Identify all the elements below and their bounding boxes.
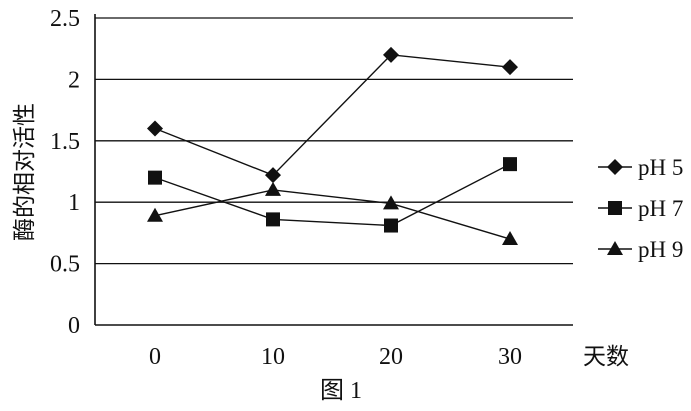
series-ph-7 (148, 157, 517, 233)
y-tick-label: 1.5 (50, 129, 80, 155)
y-tick-label: 0.5 (50, 252, 80, 278)
data-point-diamond (265, 167, 281, 184)
x-axis-label: 天数 (583, 344, 629, 370)
data-point-triangle (502, 231, 518, 246)
series-line (154, 54, 511, 177)
data-point-diamond (502, 59, 518, 76)
series (147, 46, 518, 246)
x-tick-label: 30 (498, 344, 522, 370)
legend-marker-triangle (607, 241, 623, 255)
legend-marker-square (608, 201, 622, 215)
y-tick-label: 2.5 (50, 6, 80, 32)
legend-entry: pH 5 (598, 155, 683, 180)
y-tick-label: 1 (68, 190, 80, 216)
axes (94, 14, 573, 326)
gridlines (95, 17, 573, 265)
tick-labels: 0 0.5 1 1.5 2 2.5 0 10 20 30 (50, 6, 522, 370)
legend-entry: pH 9 (598, 237, 683, 262)
y-tick-label: 2 (68, 67, 80, 93)
figure-caption: 图 1 (320, 378, 362, 404)
data-point-square (503, 157, 517, 172)
data-point-triangle (265, 181, 281, 196)
legend: pH 5 pH 7 pH 9 (598, 155, 683, 262)
data-point-triangle (383, 195, 399, 210)
x-tick-label: 20 (379, 344, 403, 370)
data-point-diamond (383, 46, 399, 63)
series-ph-5 (147, 46, 518, 184)
legend-label: pH 5 (638, 155, 683, 180)
x-tick-label: 0 (149, 344, 161, 370)
legend-label: pH 9 (638, 237, 683, 262)
data-point-triangle (147, 207, 163, 222)
data-point-square (266, 212, 280, 227)
x-tick-label: 10 (261, 344, 285, 370)
legend-label: pH 7 (638, 196, 683, 221)
y-tick-label: 0 (68, 313, 80, 339)
series-ph-9 (147, 181, 518, 246)
series-line (154, 189, 511, 240)
legend-entry: pH 7 (598, 196, 683, 221)
data-point-diamond (147, 120, 163, 137)
legend-marker-diamond (607, 159, 623, 175)
series-line (154, 163, 511, 227)
y-axis-label: 酶的相对活性 (12, 103, 38, 241)
data-point-square (384, 218, 398, 233)
data-point-square (148, 170, 162, 185)
